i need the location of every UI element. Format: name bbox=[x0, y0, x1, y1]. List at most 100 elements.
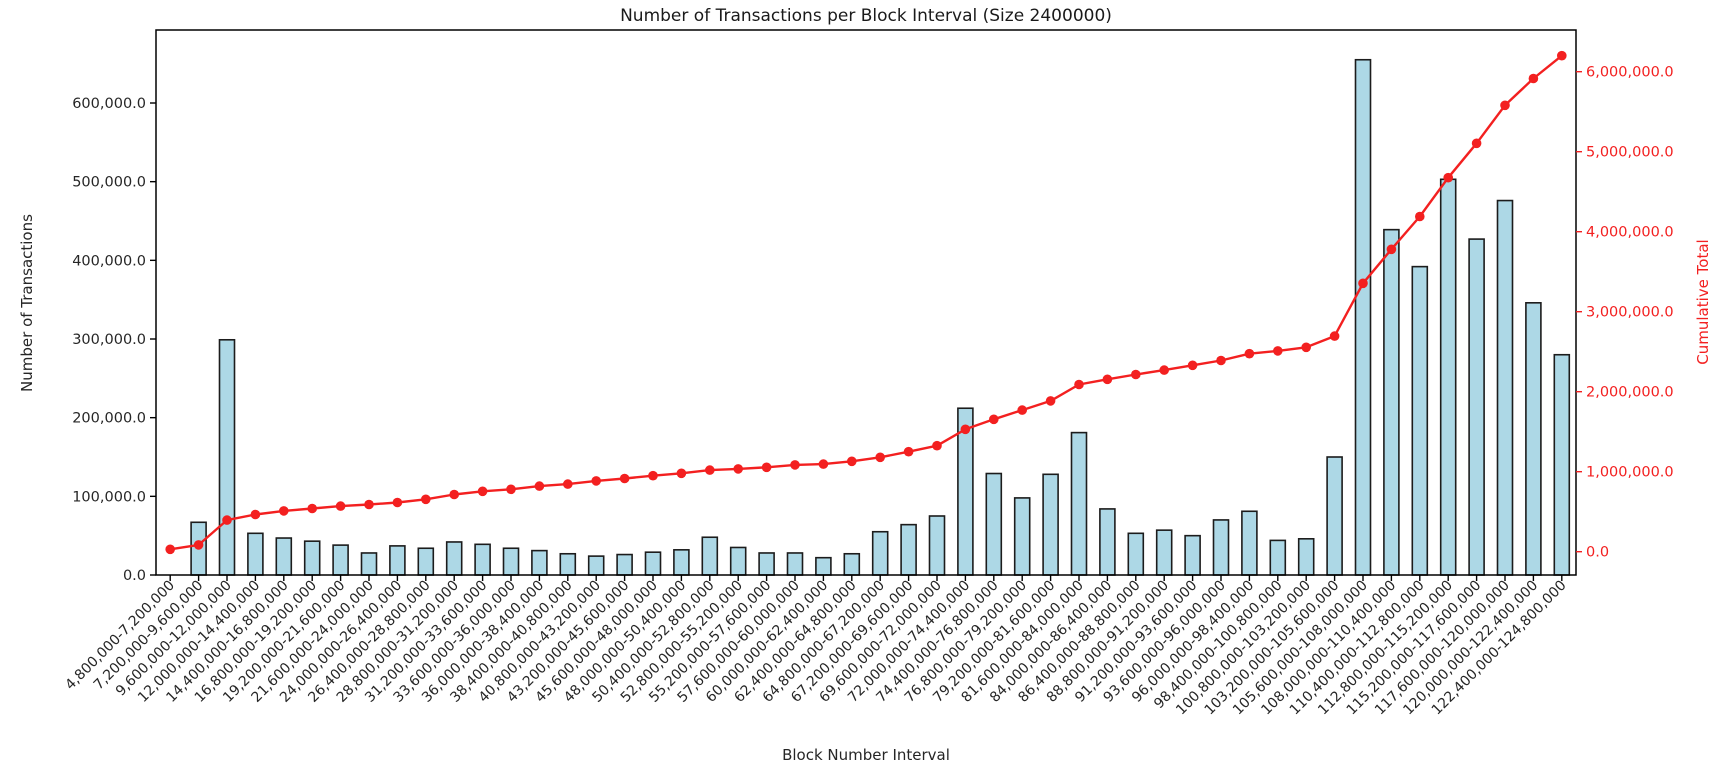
y2-tick-label: 0.0 bbox=[1586, 545, 1609, 561]
bar bbox=[275, 537, 293, 576]
x-axis-label: Block Number Interval bbox=[782, 746, 950, 764]
bar bbox=[928, 515, 946, 576]
bar bbox=[247, 532, 264, 576]
y-tick-label: 300,000.0 bbox=[72, 332, 146, 348]
bar bbox=[1042, 473, 1059, 576]
y-tick-label: 0.0 bbox=[123, 568, 146, 584]
bar bbox=[701, 536, 719, 576]
bar bbox=[616, 553, 633, 576]
data-point bbox=[1415, 211, 1425, 222]
data-point bbox=[193, 540, 204, 550]
data-point bbox=[676, 468, 687, 479]
y-tick-label: 100,000.0 bbox=[72, 489, 146, 505]
bar bbox=[1297, 538, 1315, 576]
bar bbox=[559, 552, 577, 576]
data-point bbox=[1159, 365, 1169, 375]
bar bbox=[786, 552, 804, 576]
bar bbox=[758, 552, 775, 576]
y-tick-label: 500,000.0 bbox=[72, 175, 146, 191]
bar bbox=[1127, 532, 1145, 576]
data-point bbox=[1301, 342, 1311, 353]
bar bbox=[474, 543, 491, 576]
bar bbox=[1411, 265, 1429, 576]
data-point bbox=[477, 486, 488, 497]
data-point bbox=[1244, 348, 1255, 359]
bar bbox=[531, 549, 548, 576]
y2-tick-label: 2,000,000.0 bbox=[1586, 385, 1674, 401]
chart-title: Number of Transactions per Block Interva… bbox=[620, 6, 1112, 26]
bar bbox=[1326, 456, 1343, 576]
data-point bbox=[705, 465, 715, 475]
data-point bbox=[761, 462, 772, 473]
bar bbox=[985, 472, 1003, 576]
data-point bbox=[506, 484, 516, 495]
bar bbox=[871, 530, 889, 576]
data-point bbox=[250, 509, 261, 520]
bar bbox=[1070, 431, 1088, 576]
data-point bbox=[165, 544, 175, 555]
y2-tick-label: 1,000,000.0 bbox=[1586, 465, 1674, 481]
data-point bbox=[875, 452, 885, 463]
y2-tick-label: 6,000,000.0 bbox=[1586, 65, 1674, 81]
bar bbox=[332, 544, 349, 576]
right-y-axis-label: Cumulative Total bbox=[1694, 239, 1712, 365]
data-point bbox=[1216, 355, 1226, 366]
data-point bbox=[1273, 346, 1283, 356]
y-tick-label: 400,000.0 bbox=[72, 253, 146, 269]
bar bbox=[1383, 228, 1400, 576]
bar bbox=[1013, 497, 1031, 576]
data-point bbox=[364, 499, 374, 510]
cumulative-line bbox=[170, 54, 1563, 551]
bar bbox=[673, 549, 690, 576]
data-point bbox=[619, 473, 630, 484]
bar bbox=[1155, 529, 1173, 576]
data-point bbox=[818, 459, 829, 469]
bar bbox=[1184, 534, 1201, 576]
data-point bbox=[1329, 331, 1340, 341]
bar bbox=[815, 556, 832, 576]
data-point bbox=[847, 456, 857, 467]
y-tick-label: 200,000.0 bbox=[72, 411, 146, 427]
bar bbox=[1269, 539, 1287, 576]
data-point bbox=[1045, 396, 1056, 406]
y2-tick-label: 5,000,000.0 bbox=[1586, 145, 1674, 161]
data-point bbox=[648, 470, 658, 481]
data-point bbox=[222, 515, 232, 525]
bar bbox=[1241, 510, 1258, 576]
bar bbox=[445, 541, 463, 576]
y2-tick-label: 4,000,000.0 bbox=[1586, 225, 1674, 241]
data-point bbox=[421, 494, 431, 505]
bar bbox=[1468, 238, 1485, 576]
data-point bbox=[1443, 172, 1453, 183]
data-point bbox=[1131, 369, 1141, 380]
data-point bbox=[1386, 244, 1397, 255]
data-point bbox=[932, 440, 942, 451]
left-y-axis-label: Number of Transactions bbox=[18, 214, 36, 392]
data-point bbox=[591, 476, 601, 486]
data-point bbox=[392, 497, 403, 508]
bar bbox=[417, 547, 435, 576]
bar bbox=[218, 338, 236, 576]
data-point bbox=[790, 460, 800, 470]
data-point bbox=[1500, 100, 1510, 111]
bar bbox=[1439, 178, 1457, 576]
data-point bbox=[1557, 50, 1567, 61]
bar bbox=[502, 547, 520, 576]
bar bbox=[1354, 58, 1372, 576]
bar bbox=[843, 552, 861, 576]
data-point bbox=[1017, 405, 1027, 415]
data-point bbox=[1102, 374, 1113, 385]
data-point bbox=[449, 489, 460, 500]
bar bbox=[644, 551, 662, 576]
data-point bbox=[279, 506, 289, 516]
y-tick-label: 600,000.0 bbox=[72, 96, 146, 112]
data-point bbox=[534, 481, 545, 491]
bar bbox=[587, 555, 605, 576]
bar bbox=[900, 523, 917, 576]
bar bbox=[1496, 199, 1514, 576]
bar bbox=[1212, 519, 1230, 576]
data-point bbox=[307, 503, 318, 514]
bar bbox=[729, 546, 747, 576]
bar bbox=[1525, 302, 1542, 576]
